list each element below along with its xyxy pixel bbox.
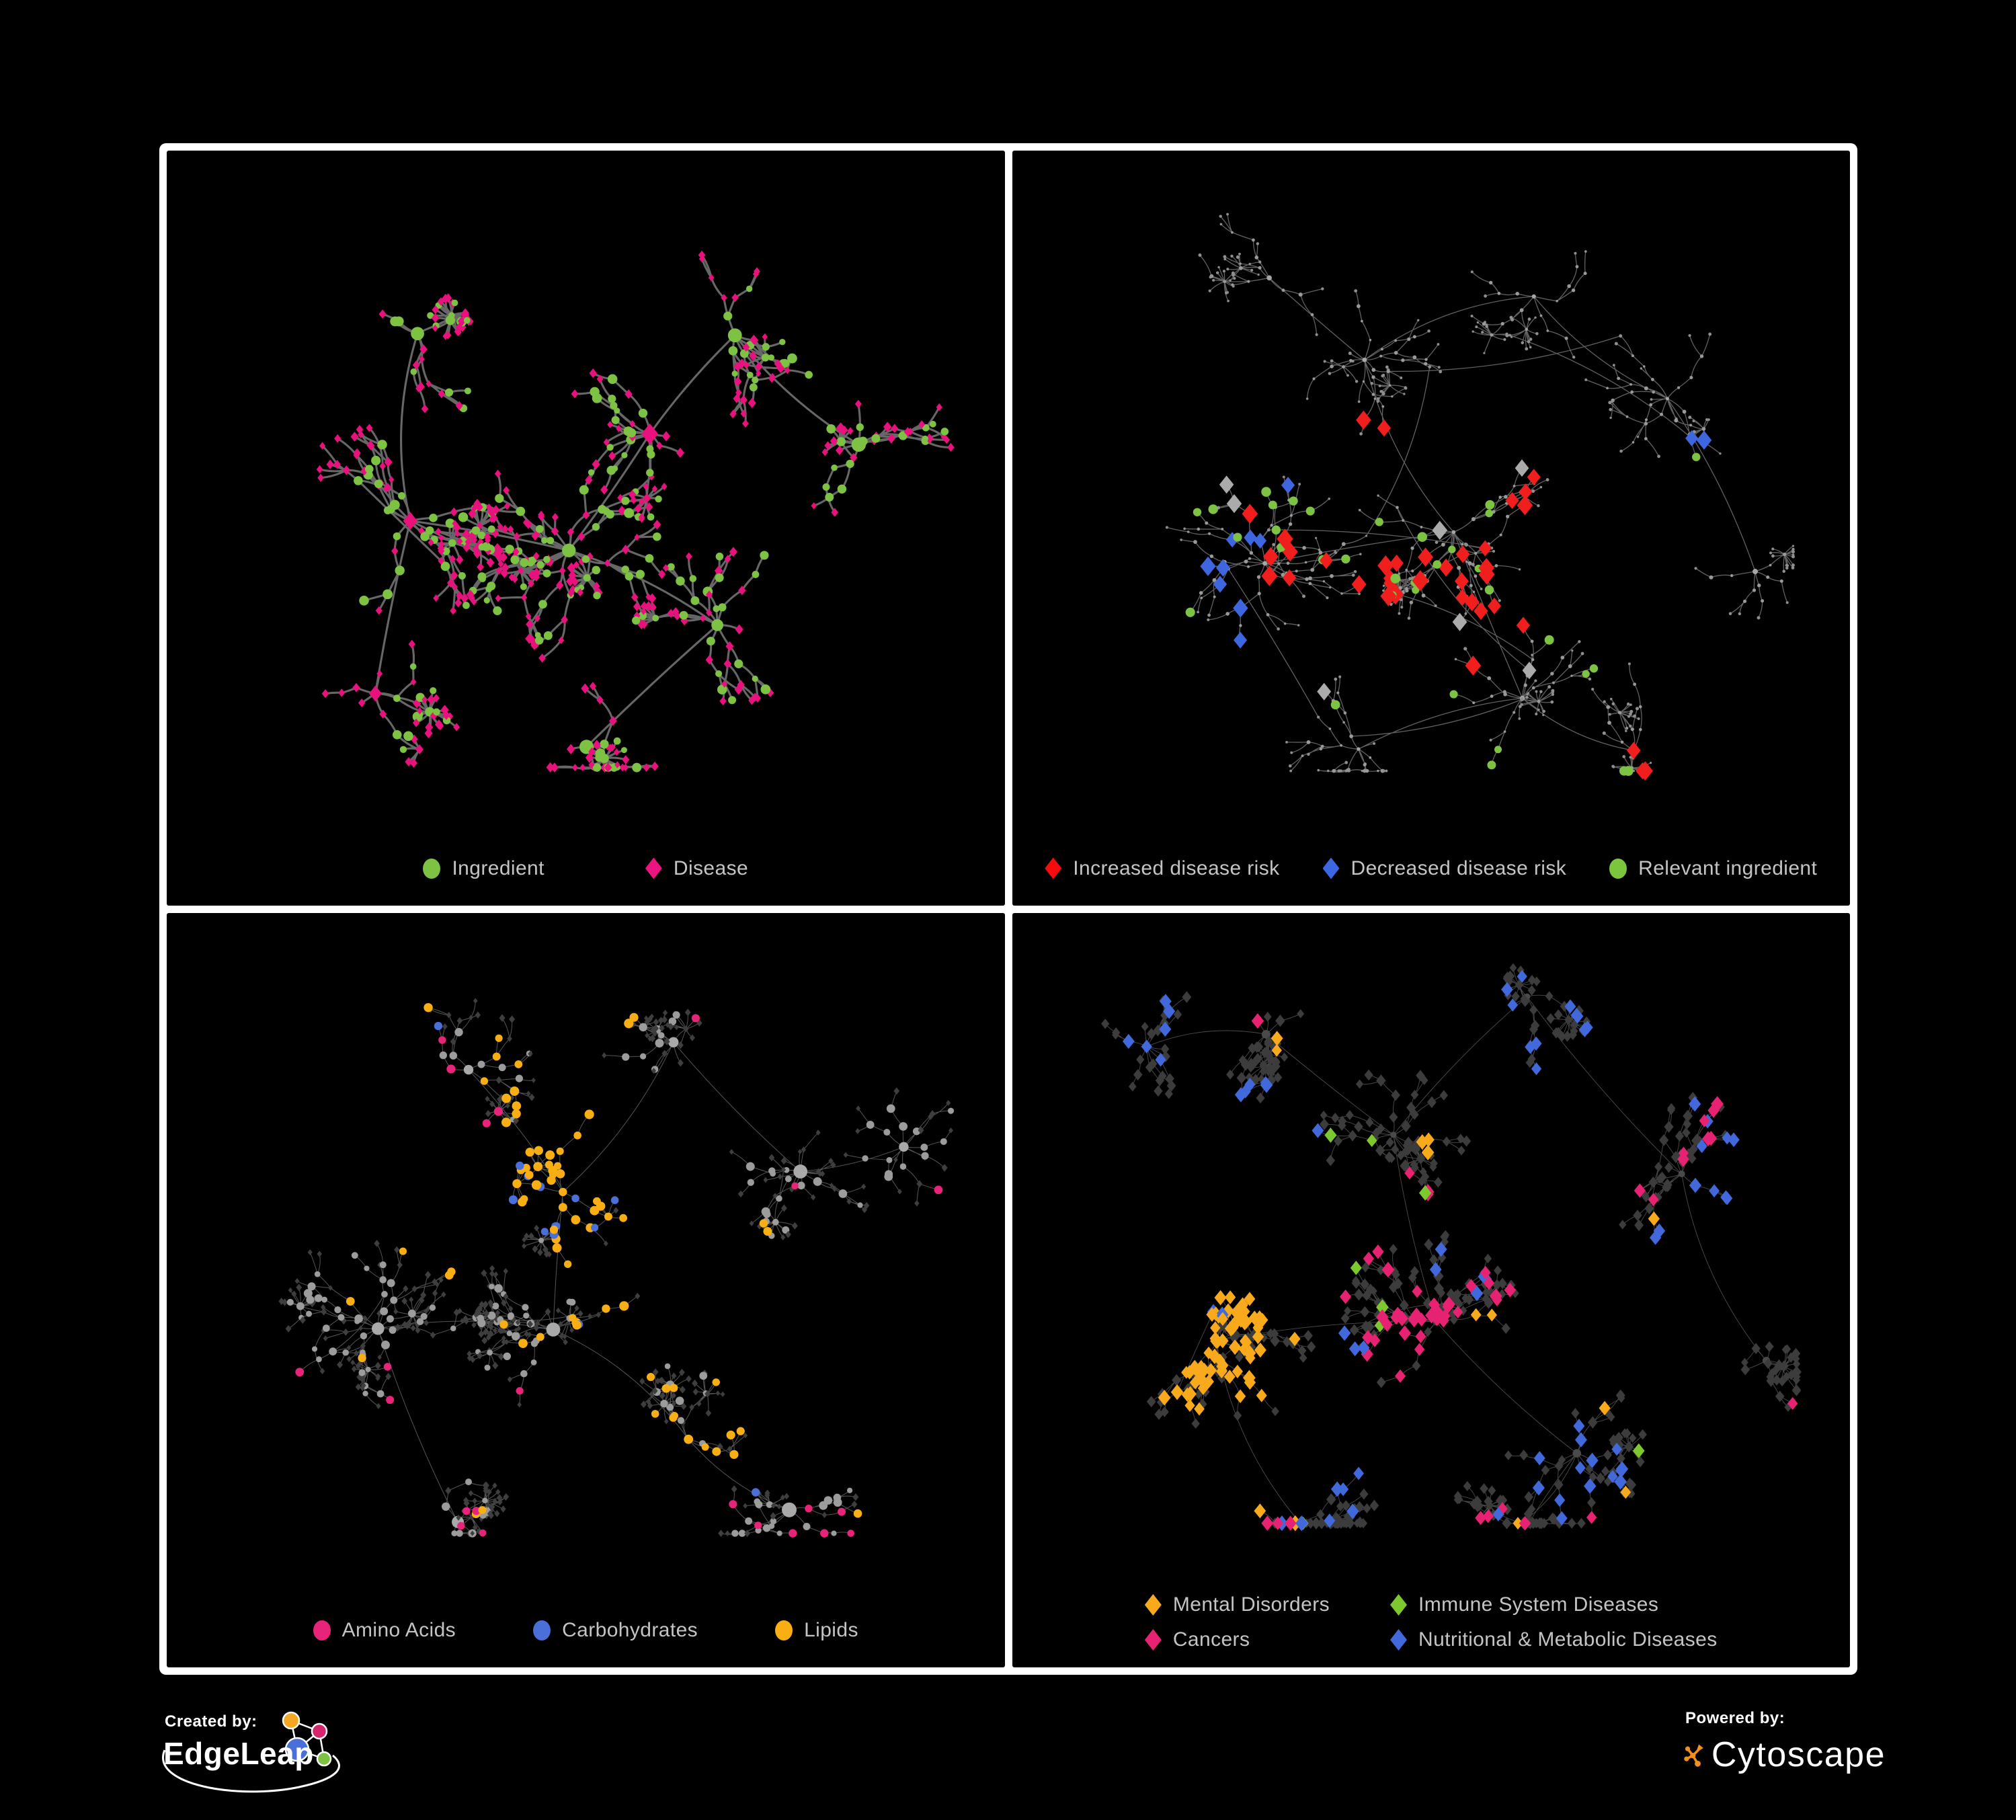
network-graph-ingredient-disease (316, 250, 955, 773)
cytoscape-logo-icon (1684, 1744, 1703, 1767)
legend-disease-risk: Increased disease risk Decreased disease… (1012, 857, 1851, 880)
legend-label: Mental Disorders (1172, 1593, 1330, 1616)
panel-disease-risk: Increased disease risk Decreased disease… (1012, 151, 1851, 906)
legend-label: Immune System Diseases (1418, 1593, 1659, 1616)
legend-item: Immune System Diseases (1390, 1593, 1718, 1616)
nutritional-metabolic-diseases-diamond-icon (1390, 1629, 1407, 1651)
immune-system-diseases-diamond-icon (1390, 1594, 1407, 1616)
legend-ingredient-disease: Ingredient Disease (167, 857, 1005, 880)
legend-item: Lipids (775, 1619, 858, 1642)
legend-nutrients: Amino Acids Carbohydrates Lipids (167, 1619, 1005, 1642)
legend-item: Cancers (1144, 1628, 1330, 1651)
legend-label: Ingredient (452, 857, 545, 879)
network-graph-disease-classes (1100, 963, 1802, 1531)
carbohydrates-circle-icon (533, 1620, 551, 1640)
legend-item: Decreased disease risk (1322, 857, 1567, 880)
legend-label: Nutritional & Metabolic Diseases (1418, 1628, 1718, 1651)
legend-label: Increased disease risk (1073, 857, 1280, 879)
legend-item: Carbohydrates (533, 1619, 698, 1642)
mental-disorders-diamond-icon (1144, 1594, 1162, 1616)
legend-label: Carbohydrates (562, 1619, 698, 1641)
amino-acids-circle-icon (313, 1620, 331, 1640)
legend-item: Mental Disorders (1144, 1593, 1330, 1616)
legend-disease-classes: Mental Disorders Immune System Diseases … (1012, 1593, 1851, 1651)
powered-by-label: Powered by: (1685, 1709, 1785, 1727)
legend-label: Cancers (1172, 1628, 1250, 1651)
ingredient-circle-icon (423, 858, 441, 879)
legend-label: Disease (673, 857, 749, 879)
legend-label: Decreased disease risk (1350, 857, 1567, 879)
network-graph-disease-risk (1165, 212, 1795, 781)
legend-item: Relevant ingredient (1609, 857, 1817, 880)
cancers-diamond-icon (1144, 1629, 1162, 1651)
legend-item: Ingredient (423, 857, 544, 880)
relevant-ingredient-circle-icon (1609, 858, 1627, 879)
panel-disease-classes: Mental Disorders Immune System Diseases … (1012, 912, 1851, 1667)
edgeleap-wordmark: EdgeLeap (163, 1736, 314, 1771)
legend-item: Increased disease risk (1045, 857, 1279, 880)
created-by-credit: Created by: EdgeLeap (159, 1711, 489, 1815)
lipids-circle-icon (775, 1620, 793, 1640)
edgeleap-logo-icon (162, 1711, 340, 1793)
increased-risk-diamond-icon (1045, 857, 1062, 879)
legend-label: Lipids (804, 1619, 858, 1641)
legend-label: Amino Acids (341, 1619, 456, 1641)
legend-label: Relevant ingredient (1638, 857, 1818, 879)
panel-ingredient-disease: Ingredient Disease (167, 151, 1005, 906)
legend-item: Nutritional & Metabolic Diseases (1390, 1628, 1718, 1651)
panel-nutrients: Amino Acids Carbohydrates Lipids (167, 912, 1005, 1667)
powered-by-credit: Powered by: Cytoscape (1684, 1709, 1886, 1810)
cytoscape-wordmark: Cytoscape (1711, 1735, 1886, 1774)
figure-grid: Ingredient Disease Increased disease ris… (159, 143, 1857, 1675)
disease-diamond-icon (645, 857, 662, 879)
decreased-risk-diamond-icon (1322, 857, 1340, 879)
legend-item: Disease (645, 857, 748, 880)
legend-item: Amino Acids (313, 1619, 456, 1642)
network-graph-nutrients (278, 997, 955, 1538)
created-by-label: Created by: (165, 1712, 257, 1731)
